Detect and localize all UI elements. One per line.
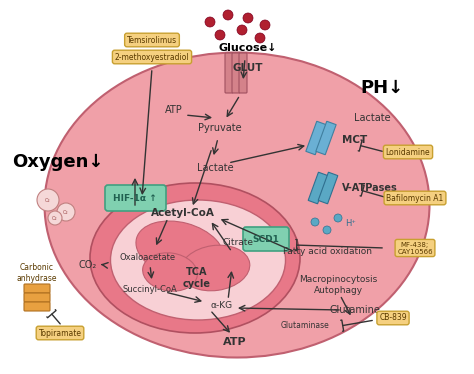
- Circle shape: [311, 218, 319, 226]
- Text: Citrate: Citrate: [222, 237, 254, 246]
- Circle shape: [215, 30, 225, 40]
- Circle shape: [223, 10, 233, 20]
- Text: Fatty acid oxidation: Fatty acid oxidation: [283, 248, 373, 257]
- Polygon shape: [306, 121, 326, 155]
- Text: O₂: O₂: [45, 197, 51, 202]
- Circle shape: [255, 33, 265, 43]
- Ellipse shape: [110, 200, 285, 320]
- Text: PH↓: PH↓: [360, 79, 404, 97]
- Text: Lonidamine: Lonidamine: [386, 147, 430, 156]
- Text: α-KG: α-KG: [211, 300, 233, 310]
- Text: O₂: O₂: [52, 215, 58, 221]
- Circle shape: [260, 20, 270, 30]
- Text: Topiramate: Topiramate: [38, 328, 82, 337]
- Text: Succinyl-CoA: Succinyl-CoA: [123, 285, 177, 294]
- Text: TCA
cycle: TCA cycle: [183, 267, 211, 289]
- Ellipse shape: [143, 253, 197, 291]
- Ellipse shape: [90, 183, 300, 333]
- Polygon shape: [316, 121, 336, 155]
- FancyBboxPatch shape: [225, 53, 233, 93]
- Text: Macropinocytosis
Autophagy: Macropinocytosis Autophagy: [299, 275, 377, 295]
- Text: SCD1: SCD1: [253, 234, 280, 243]
- Text: GLUT: GLUT: [233, 63, 263, 73]
- Text: Oxaloacetate: Oxaloacetate: [120, 252, 176, 261]
- Text: Bafilomycin A1: Bafilomycin A1: [386, 193, 444, 202]
- FancyBboxPatch shape: [24, 284, 50, 293]
- Text: Carbonic
anhydrase: Carbonic anhydrase: [17, 263, 57, 283]
- FancyBboxPatch shape: [243, 227, 289, 251]
- FancyBboxPatch shape: [24, 302, 50, 311]
- Circle shape: [37, 189, 59, 211]
- Text: HIF-1α ↑: HIF-1α ↑: [113, 193, 157, 202]
- FancyBboxPatch shape: [239, 53, 247, 93]
- Text: V-ATPases: V-ATPases: [342, 183, 398, 193]
- Circle shape: [334, 214, 342, 222]
- Text: Pyruvate: Pyruvate: [198, 123, 242, 133]
- Circle shape: [57, 203, 75, 221]
- Text: Oxygen↓: Oxygen↓: [12, 153, 104, 171]
- Text: Lactate: Lactate: [354, 113, 390, 123]
- Circle shape: [205, 17, 215, 27]
- Circle shape: [243, 13, 253, 23]
- FancyBboxPatch shape: [24, 293, 50, 302]
- Circle shape: [323, 226, 331, 234]
- Polygon shape: [308, 172, 328, 204]
- Polygon shape: [318, 172, 338, 204]
- Text: MF-438;
CAY10566: MF-438; CAY10566: [397, 242, 433, 254]
- Text: Glutaminase: Glutaminase: [281, 321, 329, 329]
- Text: Acetyl-CoA: Acetyl-CoA: [151, 208, 215, 218]
- Circle shape: [237, 25, 247, 35]
- Text: CO₂: CO₂: [79, 260, 97, 270]
- Ellipse shape: [180, 245, 250, 291]
- Text: Glucose↓: Glucose↓: [219, 43, 277, 53]
- Text: MCT: MCT: [342, 135, 367, 145]
- Circle shape: [48, 211, 62, 225]
- Text: 2-methoxyestradiol: 2-methoxyestradiol: [115, 52, 189, 61]
- Text: ATP: ATP: [165, 105, 183, 115]
- Text: Glutamine: Glutamine: [329, 305, 381, 315]
- Text: Temsirolimus: Temsirolimus: [127, 36, 177, 45]
- Ellipse shape: [136, 221, 224, 279]
- FancyBboxPatch shape: [105, 185, 166, 211]
- Text: H⁺: H⁺: [345, 218, 356, 227]
- Text: O₂: O₂: [63, 209, 69, 215]
- Text: ATP: ATP: [223, 337, 247, 347]
- Ellipse shape: [45, 52, 429, 358]
- FancyBboxPatch shape: [232, 53, 240, 93]
- Text: Lactate: Lactate: [197, 163, 233, 173]
- Text: CB-839: CB-839: [379, 313, 407, 322]
